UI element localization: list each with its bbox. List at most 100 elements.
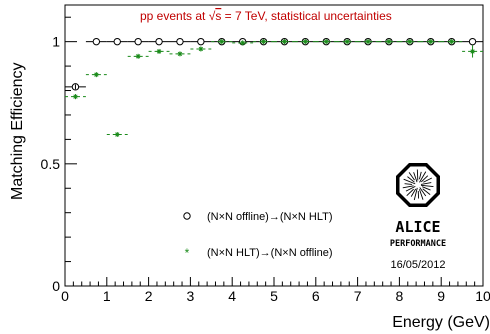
logo-ray bbox=[419, 171, 422, 180]
logo-ray bbox=[422, 186, 431, 191]
series-2-point bbox=[156, 48, 162, 54]
star-stroke bbox=[386, 39, 392, 44]
star-stroke bbox=[344, 39, 350, 44]
star-stroke bbox=[365, 39, 371, 44]
y-tick-label: 0 bbox=[52, 278, 60, 294]
star-stroke bbox=[282, 39, 287, 44]
annotation-s: s bbox=[215, 9, 221, 23]
series-2-point bbox=[198, 46, 204, 52]
logo-ray bbox=[420, 182, 432, 185]
star-stroke bbox=[94, 72, 99, 77]
series-2-point bbox=[93, 72, 99, 78]
alice-logo: ALICE PERFORMANCE 16/05/2012 bbox=[390, 163, 446, 271]
legend-entry-1: (N×N offline)→(N×N HLT) bbox=[207, 211, 333, 223]
legend-entry-2: (N×N HLT)→(N×N offline) bbox=[207, 247, 333, 259]
alice-logo-emblem bbox=[396, 163, 440, 207]
series-1-point bbox=[468, 37, 477, 46]
star-stroke bbox=[407, 39, 413, 44]
series-2-point bbox=[302, 39, 308, 45]
legend-marker-open-circle bbox=[183, 212, 191, 220]
star-stroke bbox=[261, 39, 266, 44]
series-1-point bbox=[71, 83, 80, 91]
annotation-suffix: = 7 TeV, statistical uncertainties bbox=[221, 9, 391, 23]
star-stroke bbox=[324, 39, 329, 44]
logo-ray bbox=[410, 188, 417, 197]
series-1-point bbox=[92, 37, 101, 46]
logo-ray bbox=[403, 178, 416, 185]
logo-ray bbox=[404, 183, 413, 185]
logo-ray bbox=[422, 188, 431, 195]
y-axis-title: Matching Efficiency bbox=[9, 62, 26, 200]
annotation-sqrt: √ bbox=[209, 9, 216, 23]
logo-ray bbox=[407, 176, 415, 183]
series-2-point bbox=[72, 94, 78, 100]
series-2-point bbox=[386, 39, 392, 45]
x-tick-label: 3 bbox=[187, 288, 195, 304]
logo-ray bbox=[419, 187, 427, 197]
logo-ray bbox=[420, 184, 434, 187]
series-1-point bbox=[197, 37, 205, 46]
star-stroke bbox=[449, 39, 454, 44]
star-stroke bbox=[240, 40, 245, 46]
star-stroke bbox=[198, 46, 204, 52]
x-tick-label: 0 bbox=[61, 288, 69, 304]
star-stroke bbox=[177, 51, 183, 57]
series-2-point bbox=[428, 39, 434, 45]
x-tick-label: 9 bbox=[437, 288, 445, 304]
y-tick-label: 0.5 bbox=[41, 156, 61, 172]
series-1-point bbox=[176, 37, 184, 46]
series-1-point bbox=[134, 37, 142, 46]
x-tick-label: 4 bbox=[228, 288, 236, 304]
logo-ray bbox=[413, 172, 418, 183]
alice-logo-name: ALICE bbox=[395, 218, 440, 236]
logo-ray bbox=[406, 188, 414, 196]
series-2-point bbox=[323, 39, 329, 45]
series-2-point bbox=[135, 53, 141, 59]
series-2-point bbox=[470, 48, 476, 54]
star-stroke bbox=[156, 49, 162, 54]
legend-marker-star: * bbox=[185, 246, 190, 260]
series-2-point bbox=[261, 39, 267, 45]
series-1-point bbox=[155, 37, 163, 46]
star-stroke bbox=[470, 49, 475, 54]
series-2-point bbox=[344, 39, 350, 45]
logo-ray bbox=[419, 171, 427, 183]
annotation-prefix: pp events at bbox=[140, 9, 209, 23]
x-tick-label: 7 bbox=[354, 288, 362, 304]
series-2-point bbox=[240, 40, 246, 46]
x-axis-title: Energy (GeV) bbox=[392, 314, 490, 331]
logo-ray bbox=[413, 187, 418, 201]
series-2-point bbox=[365, 39, 371, 45]
series-2-point bbox=[281, 39, 287, 45]
logo-ray bbox=[402, 185, 414, 189]
logo-ray bbox=[420, 175, 429, 183]
data-marks bbox=[65, 37, 483, 138]
y-tick-label: 1 bbox=[52, 34, 60, 50]
alice-logo-subtitle: PERFORMANCE bbox=[390, 239, 446, 249]
x-tick-label: 1 bbox=[103, 288, 111, 304]
star-stroke bbox=[428, 39, 433, 44]
series-2-point bbox=[114, 132, 120, 138]
logo-ray bbox=[423, 177, 433, 183]
x-tick-label: 2 bbox=[145, 288, 153, 304]
series-2-point bbox=[177, 51, 183, 57]
x-tick-label: 10 bbox=[475, 288, 490, 304]
star-stroke bbox=[303, 39, 308, 44]
axes: 0 1 2 3 4 5 6 7 8 9 10 0 0.5 1 bbox=[41, 16, 490, 304]
logo-ray bbox=[419, 189, 424, 200]
logo-ray bbox=[408, 172, 415, 181]
star-stroke bbox=[73, 94, 78, 99]
logo-ray bbox=[405, 185, 416, 192]
performance-date: 16/05/2012 bbox=[390, 259, 445, 271]
series-2-point bbox=[407, 39, 413, 45]
chart-annotation: pp events at √s = 7 TeV, statistical unc… bbox=[140, 9, 392, 23]
series-1-point bbox=[113, 37, 121, 46]
star-stroke bbox=[219, 39, 224, 44]
series-2-point bbox=[219, 39, 225, 45]
x-tick-label: 8 bbox=[396, 288, 404, 304]
series-2-point bbox=[449, 39, 455, 45]
star-stroke bbox=[115, 132, 120, 137]
star-stroke bbox=[135, 54, 141, 59]
legend: (N×N offline)→(N×N HLT) * (N×N HLT)→(N×N… bbox=[183, 211, 333, 260]
